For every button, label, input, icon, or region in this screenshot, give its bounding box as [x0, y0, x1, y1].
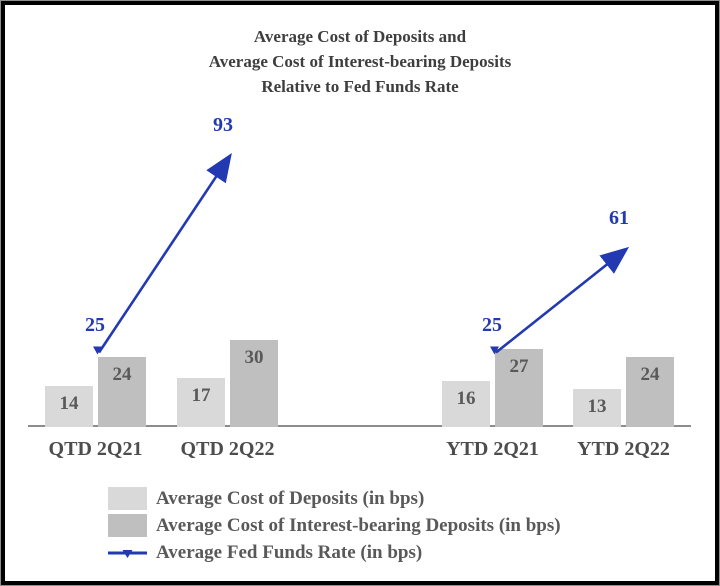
deposits-bar-qtd-2q21: 14: [45, 386, 93, 427]
legend-item-avg-cost-deposits: Average Cost of Deposits (in bps): [108, 486, 561, 510]
bar-value-label: 24: [640, 364, 660, 385]
line-start-triangle-marker: [93, 346, 102, 355]
deposits-bar-qtd-2q22: 17: [177, 378, 225, 427]
bar-value-label: 17: [191, 385, 211, 406]
bar-value-label: 27: [509, 356, 529, 377]
interest-bearing-bar-qtd-2q22: 30: [230, 340, 278, 427]
category-label-qtd-2q21: QTD 2Q21: [48, 438, 143, 460]
deposits-bar-ytd-2q21: 16: [442, 381, 490, 427]
interest-bearing-bar-ytd-2q22: 24: [626, 357, 674, 427]
chart-title: Average Cost of Deposits and Average Cos…: [0, 24, 720, 99]
chart-title-line-2: Average Cost of Interest-bearing Deposit…: [208, 52, 512, 71]
line-start-triangle-marker: [490, 346, 499, 355]
fed-funds-rate-value-label: 61: [609, 207, 629, 230]
interest-bearing-bar-ytd-2q21: 27: [495, 349, 543, 427]
bar-value-label: 13: [587, 396, 607, 417]
interest-bearing-bar-qtd-2q21: 24: [98, 357, 146, 427]
legend-item-avg-cost-interest-bearing: Average Cost of Interest-bearing Deposit…: [108, 513, 561, 537]
bar-value-label: 16: [456, 388, 476, 409]
legend-item-avg-fed-funds-rate: Average Fed Funds Rate (in bps): [108, 540, 561, 564]
bar-value-label: 14: [59, 393, 79, 414]
fed-funds-rate-line-segment: [97, 152, 232, 354]
category-label-ytd-2q21: YTD 2Q21: [446, 438, 539, 460]
category-label-qtd-2q22: QTD 2Q22: [180, 438, 275, 460]
fed-funds-rate-value-label: 25: [85, 313, 105, 336]
fed-funds-rate-line-segment: [495, 246, 630, 354]
legend-label-avg-cost-deposits: Average Cost of Deposits (in bps): [156, 487, 425, 509]
legend-label-avg-fed-funds-rate: Average Fed Funds Rate (in bps): [156, 541, 423, 563]
chart-title-line-3: Relative to Fed Funds Rate: [261, 77, 459, 96]
fed-funds-rate-value-label: 93: [213, 114, 233, 137]
bar-value-label: 30: [244, 347, 264, 368]
legend: Average Cost of Deposits (in bps) Averag…: [108, 486, 561, 567]
chart-title-line-1: Average Cost of Deposits and: [253, 27, 467, 46]
deposits-bar-ytd-2q22: 13: [573, 389, 621, 427]
x-axis-line: [28, 425, 691, 427]
fed-funds-line-marker-icon: [108, 546, 147, 558]
legend-label-avg-cost-interest-bearing: Average Cost of Interest-bearing Deposit…: [156, 514, 561, 536]
interest-bearing-swatch-icon: [108, 513, 147, 537]
fed-funds-rate-value-label: 25: [482, 313, 502, 336]
deposits-swatch-icon: [108, 486, 147, 510]
category-label-ytd-2q22: YTD 2Q22: [577, 438, 670, 460]
bar-value-label: 24: [112, 364, 132, 385]
